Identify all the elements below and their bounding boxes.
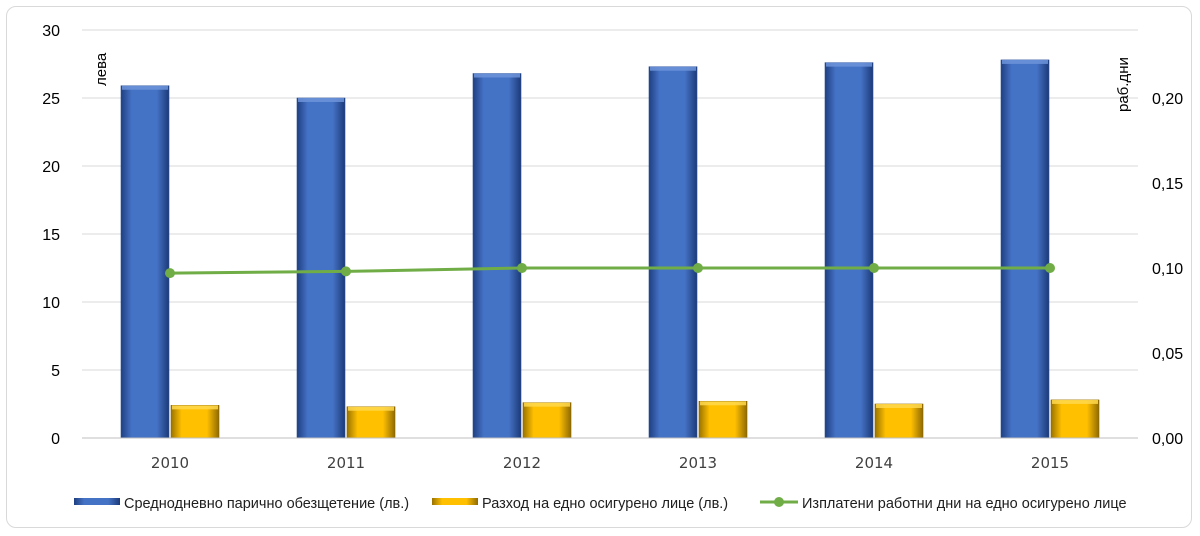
- bar: [522, 402, 572, 439]
- legend: Среднодневно парично обезщетение (лв.) Ра…: [74, 496, 1127, 512]
- bar: [1050, 399, 1100, 439]
- bar: [874, 403, 924, 439]
- x-tick-label: 2011: [327, 454, 365, 472]
- bar: [698, 400, 748, 439]
- bar: [170, 405, 220, 439]
- y2-tick-label: 0,05: [1152, 346, 1183, 363]
- bars: [120, 59, 1100, 439]
- bar: [824, 62, 874, 439]
- x-tick-label: 2012: [503, 454, 541, 472]
- y2-tick-label: 0,00: [1152, 431, 1183, 448]
- y-tick-label: 20: [42, 159, 60, 176]
- x-tick-label: 2010: [151, 454, 189, 472]
- legend-swatch-marker: [774, 497, 784, 507]
- y2-tick-label: 0,10: [1152, 261, 1183, 278]
- bar-highlight: [172, 405, 218, 410]
- bar-highlight: [348, 406, 394, 411]
- y-tick-label: 10: [42, 295, 60, 312]
- gridlines: [82, 29, 1138, 371]
- line-point: [1045, 263, 1055, 273]
- bar-highlight: [650, 66, 696, 71]
- legend-label: Разход на едно осигурено лице (лв.): [482, 496, 728, 512]
- bar: [648, 66, 698, 439]
- bar-highlight: [700, 401, 746, 406]
- line-point: [341, 266, 351, 277]
- bar-highlight: [474, 73, 520, 78]
- bar: [346, 406, 396, 439]
- axes: 0 5 10 15 20 25 30 0,00 0,05 0,10 0,15 0,20 2010 2011…: [42, 23, 1183, 472]
- x-tick-label: 2015: [1031, 454, 1069, 472]
- bar-highlight: [1052, 399, 1098, 404]
- bar-highlight: [876, 404, 922, 408]
- line-point: [165, 268, 175, 279]
- y-tick-label: 15: [42, 227, 60, 244]
- bar: [1000, 59, 1050, 439]
- bar-highlight: [826, 62, 872, 67]
- legend-swatch: [432, 498, 478, 505]
- legend-label: Изплатени работни дни на едно осигурено …: [802, 496, 1127, 512]
- y-tick-label: 0: [51, 431, 60, 448]
- y-tick-label: 25: [42, 91, 60, 108]
- legend-label: Среднодневно парично обезщетение (лв.): [124, 496, 409, 512]
- y2-tick-label: 0,15: [1152, 176, 1183, 193]
- line-series: [165, 263, 1055, 279]
- line-point: [869, 263, 879, 273]
- bar-highlight: [524, 402, 570, 407]
- bar-highlight: [122, 85, 168, 90]
- y2-tick-label: 0,20: [1152, 91, 1183, 108]
- y-axis-label: лева: [93, 52, 110, 86]
- bar-highlight: [1002, 59, 1048, 64]
- y-tick-label: 30: [42, 23, 60, 40]
- bar: [472, 73, 522, 439]
- bar: [120, 85, 170, 439]
- line-point: [693, 263, 703, 273]
- series-line: [169, 266, 1050, 275]
- x-tick-label: 2014: [855, 454, 893, 472]
- y-tick-label: 5: [51, 363, 60, 380]
- bar-highlight: [298, 98, 344, 102]
- y2-axis-label: раб.дни: [1115, 57, 1132, 112]
- line-point: [517, 263, 527, 273]
- bar: [296, 97, 346, 439]
- legend-swatch: [74, 498, 120, 505]
- x-tick-label: 2013: [679, 454, 717, 472]
